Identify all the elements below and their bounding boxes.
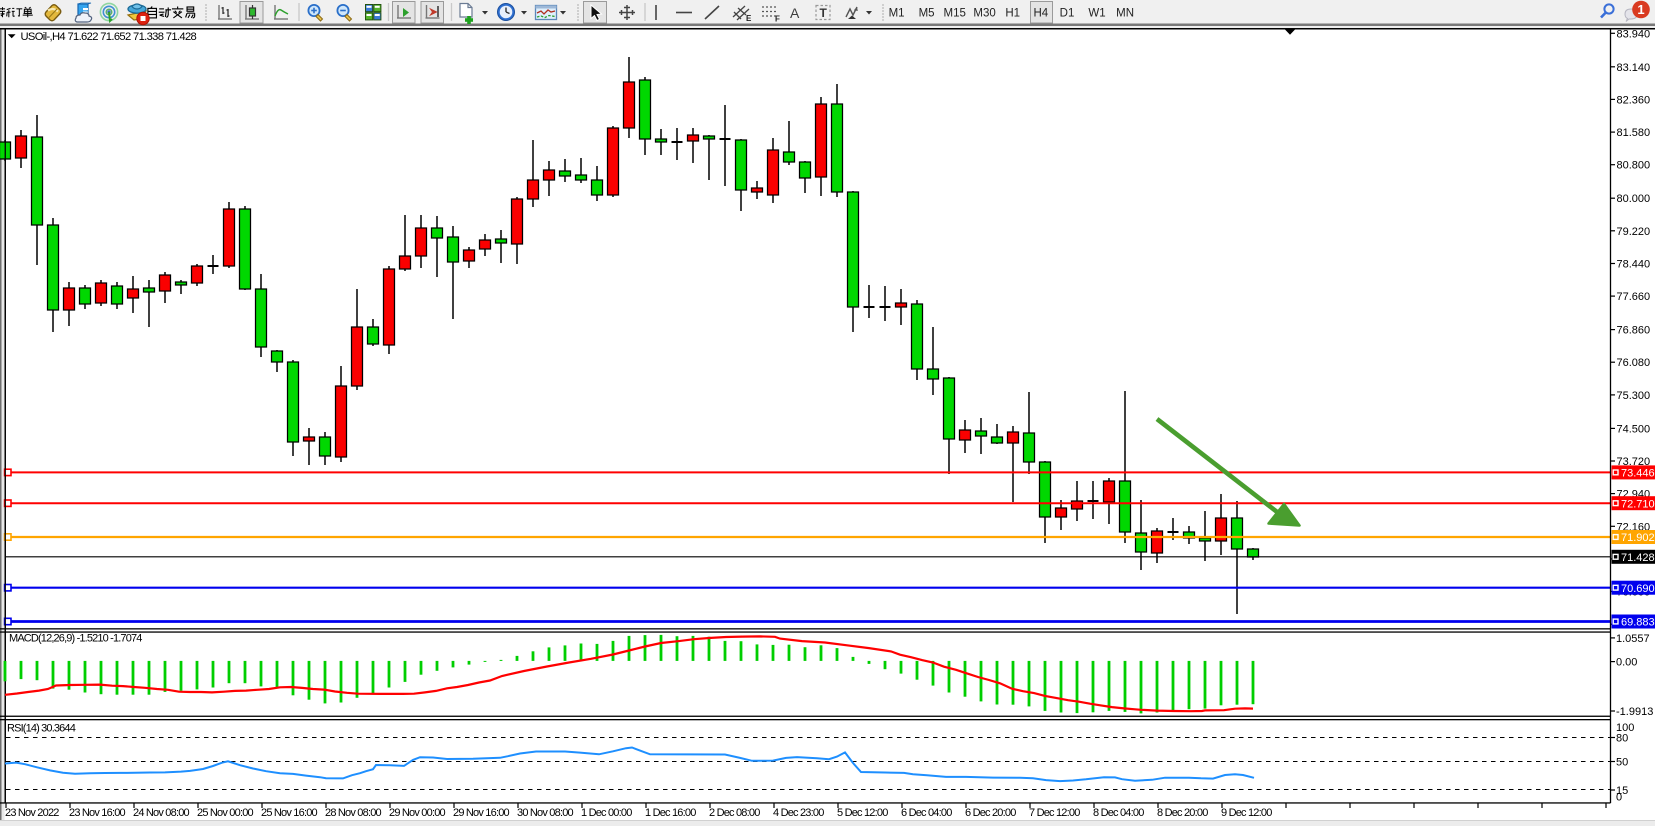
svg-text:-1.9913: -1.9913 bbox=[1616, 706, 1653, 718]
svg-text:79.220: 79.220 bbox=[1617, 226, 1651, 238]
svg-text:50: 50 bbox=[1616, 757, 1628, 769]
svg-text:M15: M15 bbox=[944, 8, 966, 20]
svg-text:80.800: 80.800 bbox=[1617, 160, 1651, 172]
svg-text:5 Dec 12:00: 5 Dec 12:00 bbox=[837, 807, 888, 819]
svg-text:9 Dec 12:00: 9 Dec 12:00 bbox=[1221, 807, 1272, 819]
svg-text:70.690: 70.690 bbox=[1621, 583, 1655, 595]
svg-text:F: F bbox=[775, 15, 780, 24]
svg-text:7 Dec 12:00: 7 Dec 12:00 bbox=[1029, 807, 1080, 819]
svg-text:83.140: 83.140 bbox=[1617, 62, 1651, 74]
svg-text:23 Nov 16:00: 23 Nov 16:00 bbox=[69, 807, 126, 819]
svg-text:77.660: 77.660 bbox=[1617, 291, 1651, 303]
svg-text:0.00: 0.00 bbox=[1616, 657, 1637, 669]
svg-text:4 Dec 23:00: 4 Dec 23:00 bbox=[773, 807, 824, 819]
svg-text:T: T bbox=[820, 6, 828, 20]
svg-text:30 Nov 08:00: 30 Nov 08:00 bbox=[517, 807, 574, 819]
svg-text:1: 1 bbox=[1637, 2, 1644, 17]
svg-text:25 Nov 16:00: 25 Nov 16:00 bbox=[261, 807, 318, 819]
svg-text:RSI(14) 30.3644: RSI(14) 30.3644 bbox=[7, 723, 76, 735]
svg-text:2 Dec 08:00: 2 Dec 08:00 bbox=[709, 807, 760, 819]
svg-text:29 Nov 00:00: 29 Nov 00:00 bbox=[389, 807, 446, 819]
svg-text:1.0557: 1.0557 bbox=[1616, 633, 1650, 645]
svg-text:71.902: 71.902 bbox=[1621, 532, 1655, 544]
svg-text:23 Nov 2022: 23 Nov 2022 bbox=[5, 807, 59, 819]
svg-text:28 Nov 08:00: 28 Nov 08:00 bbox=[325, 807, 382, 819]
svg-text:1 Dec 00:00: 1 Dec 00:00 bbox=[581, 807, 632, 819]
svg-text:M5: M5 bbox=[919, 8, 935, 20]
svg-text:0: 0 bbox=[1616, 792, 1622, 804]
svg-text:MACD(12,26,9) -1.5210 -1.7074: MACD(12,26,9) -1.5210 -1.7074 bbox=[9, 633, 142, 645]
svg-text:15: 15 bbox=[1616, 785, 1628, 797]
svg-text:72.710: 72.710 bbox=[1621, 498, 1655, 510]
svg-text:M30: M30 bbox=[973, 8, 995, 20]
svg-text:81.580: 81.580 bbox=[1617, 127, 1651, 139]
svg-text:M1: M1 bbox=[889, 8, 905, 20]
svg-text:100: 100 bbox=[1616, 722, 1634, 734]
svg-text:USOil-,H4 71.622 71.652 71.33: USOil-,H4 71.622 71.652 71.338 71.428 bbox=[21, 31, 197, 43]
svg-text:6 Dec 04:00: 6 Dec 04:00 bbox=[901, 807, 952, 819]
svg-text:A: A bbox=[790, 5, 800, 21]
svg-text:76.860: 76.860 bbox=[1617, 325, 1651, 337]
svg-text:69.883: 69.883 bbox=[1621, 617, 1655, 629]
svg-text:74.500: 74.500 bbox=[1617, 423, 1651, 435]
svg-text:MN: MN bbox=[1116, 8, 1134, 20]
svg-text:83.940: 83.940 bbox=[1617, 28, 1651, 40]
svg-text:29 Nov 16:00: 29 Nov 16:00 bbox=[453, 807, 510, 819]
svg-text:73.446: 73.446 bbox=[1621, 468, 1655, 480]
svg-text:73.720: 73.720 bbox=[1617, 456, 1651, 468]
svg-text:H4: H4 bbox=[1033, 8, 1048, 20]
svg-text:78.440: 78.440 bbox=[1617, 259, 1651, 271]
svg-text:24 Nov 08:00: 24 Nov 08:00 bbox=[133, 807, 190, 819]
svg-text:80: 80 bbox=[1616, 733, 1628, 745]
svg-text:8 Dec 20:00: 8 Dec 20:00 bbox=[1157, 807, 1208, 819]
svg-text:E: E bbox=[746, 14, 752, 23]
svg-text:82.360: 82.360 bbox=[1617, 94, 1651, 106]
svg-text:H1: H1 bbox=[1005, 8, 1020, 20]
svg-text:80.000: 80.000 bbox=[1617, 193, 1651, 205]
svg-text:71.428: 71.428 bbox=[1621, 552, 1655, 564]
svg-text:6 Dec 20:00: 6 Dec 20:00 bbox=[965, 807, 1016, 819]
svg-text:25 Nov 00:00: 25 Nov 00:00 bbox=[197, 807, 254, 819]
svg-text:76.080: 76.080 bbox=[1617, 357, 1651, 369]
svg-text:8 Dec 04:00: 8 Dec 04:00 bbox=[1093, 807, 1144, 819]
svg-text:D1: D1 bbox=[1060, 8, 1075, 20]
svg-text:W1: W1 bbox=[1088, 8, 1105, 20]
svg-text:75.300: 75.300 bbox=[1617, 390, 1651, 402]
svg-text:1 Dec 16:00: 1 Dec 16:00 bbox=[645, 807, 696, 819]
